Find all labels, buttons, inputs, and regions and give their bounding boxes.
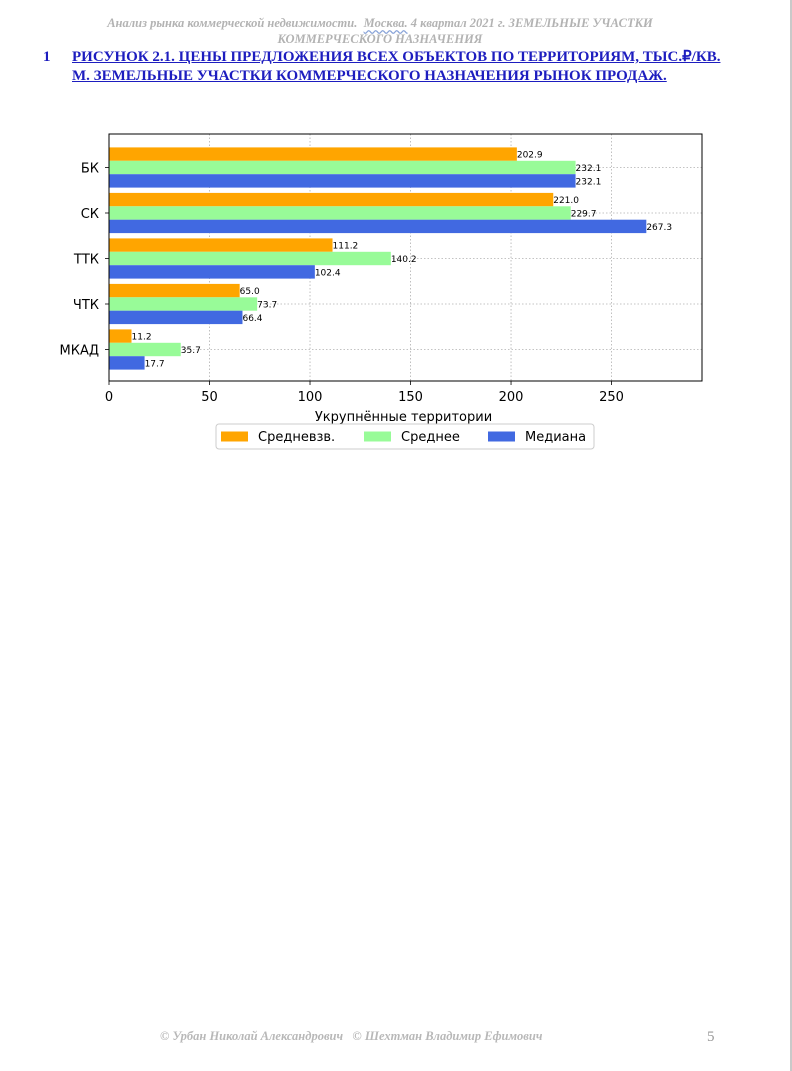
x-tick-label: 0 (105, 390, 113, 405)
bar (109, 342, 181, 357)
header-city: Москва. (363, 16, 408, 30)
legend-swatch (364, 431, 391, 442)
bar-data-label: 202.9 (517, 151, 543, 161)
x-tick-label: 250 (599, 390, 624, 405)
legend-label: Среднее (401, 430, 460, 445)
x-tick-label: 50 (201, 390, 218, 405)
bar-data-label: 65.0 (240, 287, 260, 297)
bar-data-label: 66.4 (242, 314, 262, 324)
legend-swatch (488, 431, 515, 442)
bar-data-label: 73.7 (257, 301, 277, 311)
bar-data-label: 17.7 (145, 359, 165, 369)
bar (109, 283, 240, 298)
legend-box (215, 423, 595, 450)
plot-frame (108, 133, 703, 382)
header-line-2: КОММЕРЧЕСКОГО НАЗНАЧЕНИЯ (277, 32, 483, 46)
bar-data-label: 111.2 (333, 242, 359, 252)
heading-number: 1 (43, 49, 51, 65)
y-tick-label: МКАД (60, 344, 100, 359)
bar-data-label: 267.3 (646, 223, 672, 233)
bar (109, 174, 576, 188)
bar-data-label: 232.1 (576, 177, 602, 187)
bar-data-label: 11.2 (132, 333, 152, 343)
x-tick-label: 150 (398, 390, 423, 405)
page-edge (790, 0, 792, 1071)
bar (109, 238, 333, 252)
bar (109, 192, 554, 207)
bar-data-label: 102.4 (315, 268, 341, 278)
bar-data-label: 229.7 (571, 210, 597, 220)
y-tick-label: ТТК (73, 253, 99, 268)
x-tick-label: 200 (499, 390, 524, 405)
bar-data-label: 232.1 (576, 164, 602, 174)
bar-data-label: 35.7 (181, 346, 201, 356)
page-number: 5 (707, 1029, 715, 1045)
legend-swatch (221, 431, 248, 442)
y-tick-label: БК (81, 162, 99, 177)
bar (109, 251, 391, 266)
header-line-1: Анализ рынка коммерческой недвижимости. … (60, 15, 700, 31)
bar-data-label: 140.2 (391, 255, 417, 265)
y-tick-label: ЧТК (73, 298, 99, 313)
y-tick-label: СК (81, 207, 99, 222)
bar (109, 356, 145, 370)
bar-chart: 0 50 100 150 200 250 БК СК ТТК ЧТК МКАД 202.9 221.0 1… (60, 133, 703, 450)
bar (109, 297, 258, 311)
bar (109, 160, 576, 175)
bar (109, 310, 243, 325)
header-period: 4 квартал 2021 г. ЗЕМЕЛЬНЫЕ УЧАСТКИ (407, 16, 653, 30)
bar (109, 206, 571, 220)
running-header: Анализ рынка коммерческой недвижимости. … (60, 15, 700, 47)
bar (109, 219, 647, 234)
heading-text[interactable]: Рисунок 2.1. Цены предложения всех объек… (72, 49, 721, 84)
footer-authors: © Урбан Николай Александрович © Шехтман … (160, 1029, 543, 1043)
bar (109, 265, 315, 279)
bar (109, 329, 132, 343)
bar (109, 147, 517, 161)
header-title: Анализ рынка коммерческой недвижимости. (107, 16, 358, 30)
legend-label: Медиана (525, 430, 586, 445)
bar-data-label: 221.0 (553, 196, 579, 206)
x-tick-label: 100 (298, 390, 323, 405)
x-axis-label: Укрупнённые территории (315, 410, 492, 425)
legend-label: Средневзв. (258, 430, 335, 445)
